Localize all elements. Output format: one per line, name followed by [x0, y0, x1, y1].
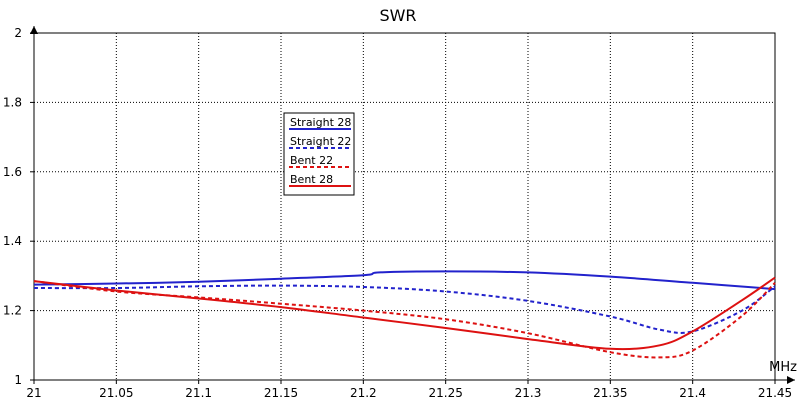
y-tick-labels: 1 1.2 1.4 1.6 1.8 2	[3, 26, 22, 387]
x-axis-arrow-icon	[787, 376, 795, 384]
x-tick-labels: 21 21.05 21.1 21.15 21.2 21.25 21.3 21.35 21.4 21…	[26, 386, 792, 400]
x-tick-label: 21.25	[428, 386, 462, 400]
series-line-bent-28	[33, 276, 776, 351]
y-axis-arrow-icon	[30, 26, 38, 34]
legend-label-straight-22: Straight 22	[290, 135, 351, 148]
legend-label-straight-28: Straight 28	[290, 116, 351, 129]
series-line-straight-22	[33, 284, 776, 334]
y-tick-label: 1.2	[3, 304, 22, 318]
x-tick-label: 21.4	[679, 386, 706, 400]
x-tick-label: 21.05	[99, 386, 133, 400]
legend-label-bent-28: Bent 28	[290, 173, 333, 186]
x-tick-label: 21.3	[515, 386, 542, 400]
x-tick-label: 21.15	[264, 386, 298, 400]
y-tick-label: 1.6	[3, 165, 22, 179]
x-tick-label: 21.1	[185, 386, 212, 400]
legend-label-bent-22: Bent 22	[290, 154, 333, 167]
series-line-bent-22	[33, 280, 776, 359]
y-tick-label: 2	[14, 26, 22, 40]
chart-title: SWR	[379, 6, 416, 25]
plot-frame	[33, 32, 776, 381]
x-tick-label: 21.45	[758, 386, 792, 400]
legend: Straight 28 Straight 22 Bent 22 Bent 28	[283, 112, 355, 196]
y-tick-label: 1	[14, 373, 22, 387]
legend-box	[283, 112, 355, 196]
x-axis-label: MHz	[769, 360, 797, 375]
x-tick-label: 21	[26, 386, 41, 400]
y-tick-label: 1.8	[3, 95, 22, 109]
series-line-straight-28	[33, 270, 776, 291]
y-tick-label: 1.4	[3, 234, 22, 248]
series-lines	[33, 270, 776, 359]
x-tick-label: 21.35	[593, 386, 627, 400]
x-tick-label: 21.2	[350, 386, 377, 400]
